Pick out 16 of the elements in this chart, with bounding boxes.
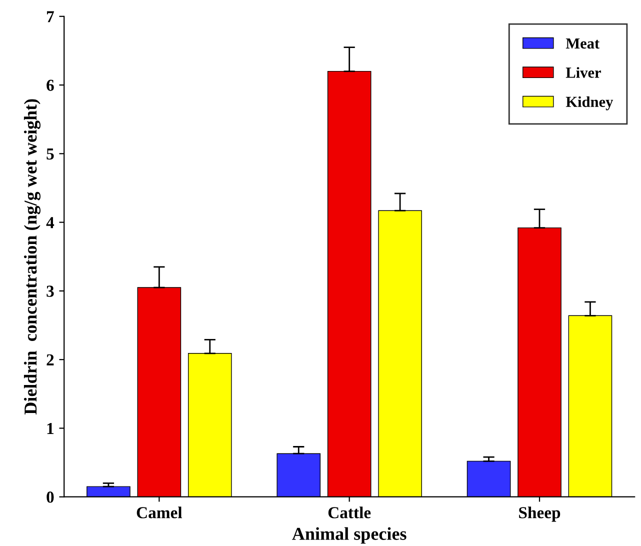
- y-tick-label: 0: [46, 492, 54, 503]
- x-tick-label: Sheep: [519, 506, 560, 522]
- y-tick-label: 3: [46, 286, 54, 297]
- y-tick-label: 5: [46, 148, 54, 160]
- y-tick-label: 1: [47, 423, 54, 434]
- legend-label: Meat: [566, 38, 600, 49]
- legend-label: Liver: [566, 67, 601, 78]
- y-tick-label: 4: [46, 217, 54, 228]
- y-axis-title: Dieldrin concentration (ng/g wet weight): [24, 99, 40, 415]
- x-tick-label: Cattle: [328, 506, 371, 518]
- legend-label: Kidney: [566, 96, 614, 110]
- x-tick-label: Camel: [136, 506, 182, 518]
- y-tick-label: 7: [47, 11, 54, 22]
- y-tick-label: 6: [46, 80, 54, 91]
- x-axis-title: Animal species: [292, 527, 406, 544]
- y-tick-label: 2: [46, 354, 54, 366]
